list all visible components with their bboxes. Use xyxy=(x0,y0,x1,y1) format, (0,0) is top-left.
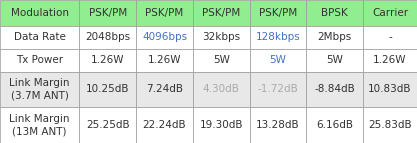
Text: 10.25dB: 10.25dB xyxy=(86,84,130,94)
Text: PSK/PM: PSK/PM xyxy=(259,8,297,18)
Bar xyxy=(79,0,136,26)
Text: Tx Power: Tx Power xyxy=(16,55,63,65)
Bar xyxy=(363,72,417,107)
Bar xyxy=(79,49,136,72)
Bar xyxy=(250,0,306,26)
Text: 128kbps: 128kbps xyxy=(256,32,300,42)
Text: 22.24dB: 22.24dB xyxy=(143,120,186,130)
Text: 25.83dB: 25.83dB xyxy=(368,120,412,130)
Text: 4096bps: 4096bps xyxy=(142,32,187,42)
Bar xyxy=(250,26,306,49)
Bar xyxy=(136,107,193,143)
Bar xyxy=(306,72,363,107)
Text: 6.16dB: 6.16dB xyxy=(316,120,353,130)
Bar xyxy=(79,72,136,107)
Text: 5W: 5W xyxy=(326,55,343,65)
Text: PSK/PM: PSK/PM xyxy=(202,8,240,18)
Text: -: - xyxy=(388,32,392,42)
Bar xyxy=(0,0,79,26)
Bar xyxy=(306,0,363,26)
Bar xyxy=(0,72,79,107)
Bar xyxy=(79,26,136,49)
Bar xyxy=(250,107,306,143)
Text: 25.25dB: 25.25dB xyxy=(86,120,130,130)
Text: Link Margin
(13M ANT): Link Margin (13M ANT) xyxy=(10,114,70,136)
Bar xyxy=(250,72,306,107)
Text: 10.83dB: 10.83dB xyxy=(368,84,412,94)
Bar xyxy=(193,49,250,72)
Bar xyxy=(363,49,417,72)
Text: 7.24dB: 7.24dB xyxy=(146,84,183,94)
Text: 5W: 5W xyxy=(213,55,230,65)
Bar xyxy=(0,107,79,143)
Bar xyxy=(136,49,193,72)
Bar xyxy=(136,26,193,49)
Text: 1.26W: 1.26W xyxy=(148,55,181,65)
Text: 1.26W: 1.26W xyxy=(91,55,125,65)
Bar xyxy=(250,49,306,72)
Bar xyxy=(306,26,363,49)
Text: -1.72dB: -1.72dB xyxy=(258,84,299,94)
Bar xyxy=(79,107,136,143)
Text: Link Margin
(3.7M ANT): Link Margin (3.7M ANT) xyxy=(10,78,70,101)
Bar xyxy=(306,107,363,143)
Bar xyxy=(0,49,79,72)
Text: 4.30dB: 4.30dB xyxy=(203,84,240,94)
Bar xyxy=(136,0,193,26)
Bar xyxy=(363,26,417,49)
Bar xyxy=(193,72,250,107)
Text: 1.26W: 1.26W xyxy=(373,55,407,65)
Text: 5W: 5W xyxy=(269,55,286,65)
Text: PSK/PM: PSK/PM xyxy=(89,8,127,18)
Text: Modulation: Modulation xyxy=(11,8,69,18)
Bar xyxy=(193,26,250,49)
Text: PSK/PM: PSK/PM xyxy=(146,8,183,18)
Text: Carrier: Carrier xyxy=(372,8,408,18)
Text: Data Rate: Data Rate xyxy=(14,32,65,42)
Bar xyxy=(363,0,417,26)
Text: BPSK: BPSK xyxy=(322,8,348,18)
Bar xyxy=(193,0,250,26)
Bar xyxy=(193,107,250,143)
Text: 32kbps: 32kbps xyxy=(202,32,240,42)
Bar xyxy=(306,49,363,72)
Text: 19.30dB: 19.30dB xyxy=(199,120,243,130)
Text: 2048bps: 2048bps xyxy=(85,32,131,42)
Text: 2Mbps: 2Mbps xyxy=(318,32,352,42)
Text: 13.28dB: 13.28dB xyxy=(256,120,300,130)
Text: -8.84dB: -8.84dB xyxy=(314,84,355,94)
Bar xyxy=(136,72,193,107)
Bar xyxy=(0,26,79,49)
Bar xyxy=(363,107,417,143)
